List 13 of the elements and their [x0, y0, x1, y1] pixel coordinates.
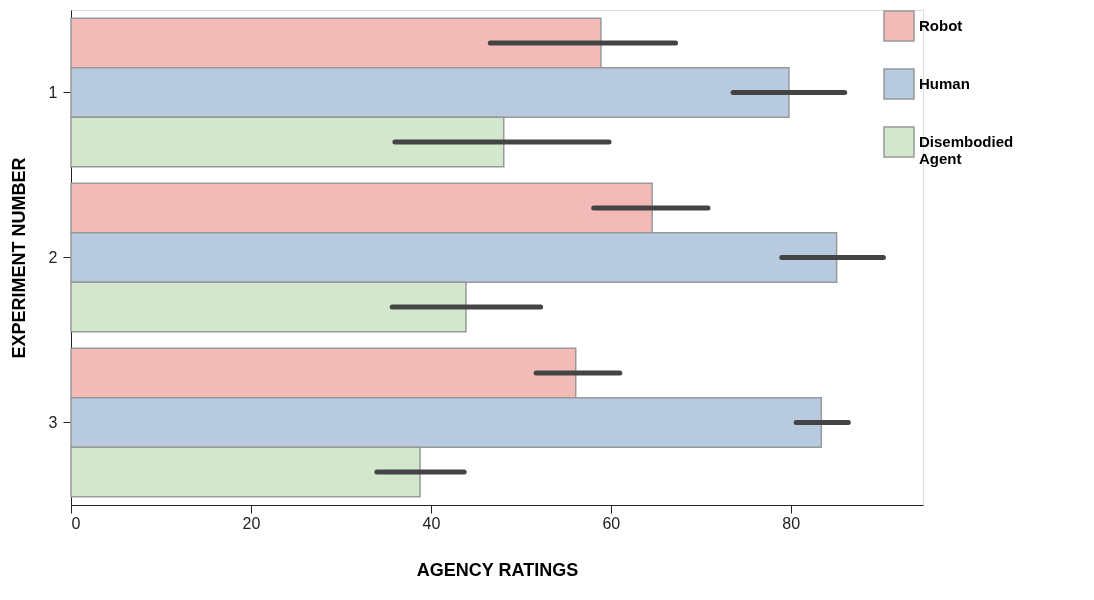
- x-tick-label: 40: [422, 514, 441, 532]
- x-tick-label: 20: [242, 514, 261, 532]
- y-axis-title: EXPERIMENT NUMBER: [8, 157, 29, 359]
- y-tick-label: 2: [48, 248, 58, 266]
- y-tick-label: 3: [48, 413, 58, 431]
- x-tick-label: 80: [782, 514, 801, 532]
- x-axis-title: AGENCY RATINGS: [416, 559, 579, 580]
- x-tick-label: 0: [71, 514, 81, 532]
- x-tick-label: 60: [602, 514, 621, 532]
- y-tick-label: 1: [48, 83, 58, 101]
- legend-label: Human: [919, 75, 970, 92]
- legend-label: Robot: [919, 17, 963, 34]
- legend-label: Disembodied Agent: [919, 133, 1014, 167]
